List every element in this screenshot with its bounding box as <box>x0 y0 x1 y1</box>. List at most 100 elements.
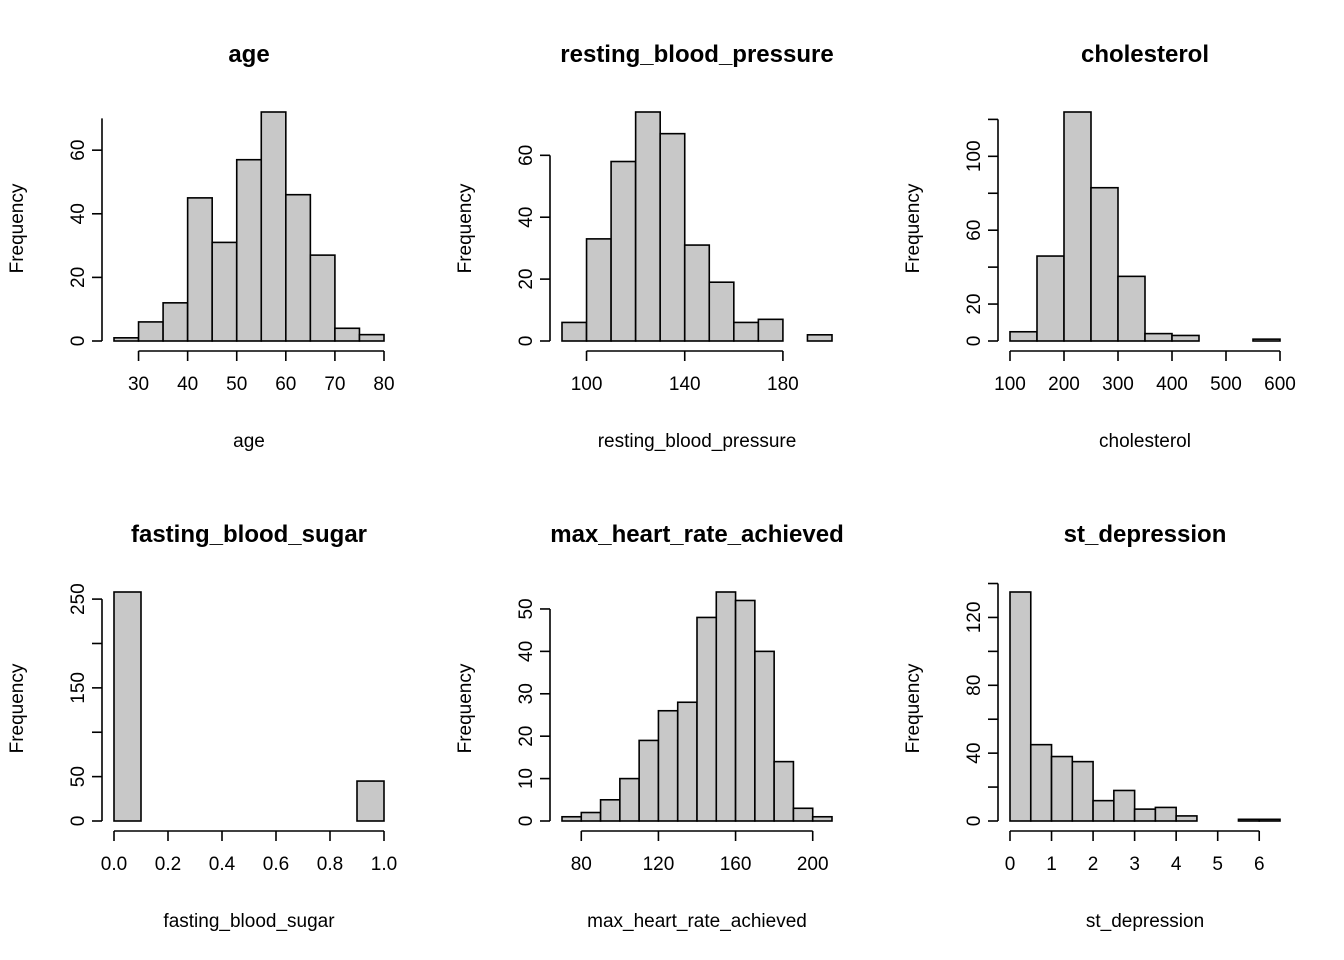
y-tick-label: 40 <box>68 203 89 224</box>
histogram-bar <box>1117 275 1146 342</box>
y-tick-label: 60 <box>964 220 985 241</box>
histogram-bar <box>561 321 588 342</box>
chart-title: max_heart_rate_achieved <box>550 521 844 548</box>
histogram-bar <box>757 318 784 342</box>
histogram-bar <box>585 238 612 342</box>
histogram-bar <box>113 337 140 342</box>
x-tick-label: 200 <box>797 854 829 875</box>
histogram-bar <box>733 321 760 342</box>
histogram-bar <box>356 780 385 822</box>
histogram-panel-3: cholesterol 100 200 300 400 500 600 0 20 60 100 cho… <box>903 41 1296 452</box>
histogram-bar <box>683 244 711 342</box>
y-tick-label: 20 <box>516 269 537 290</box>
x-tick-label: 70 <box>324 374 345 395</box>
x-tick-label: 0.8 <box>317 854 343 875</box>
histogram-bar <box>634 111 661 342</box>
x-tick-label: 500 <box>1210 374 1242 395</box>
y-tick-label: 120 <box>964 602 985 634</box>
histogram-bar <box>773 760 795 822</box>
x-tick-label: 1 <box>1046 854 1057 875</box>
histogram-bar <box>1071 760 1094 822</box>
x-tick-label: 0.4 <box>209 854 236 875</box>
y-axis-label: Frequency <box>903 183 924 273</box>
x-axis-label: fasting_blood_sugar <box>163 911 335 932</box>
y-axis-label: Frequency <box>7 183 28 273</box>
x-tick-label: 2 <box>1088 854 1099 875</box>
y-axis-label: Frequency <box>7 663 28 753</box>
y-tick-label: 10 <box>516 768 537 789</box>
x-tick-label: 40 <box>177 374 198 395</box>
histogram-bar <box>211 241 238 342</box>
x-tick-label: 0.2 <box>155 854 181 875</box>
histogram-bar <box>659 132 686 342</box>
x-tick-label: 0.0 <box>101 854 127 875</box>
x-tick-label: 400 <box>1156 374 1188 395</box>
y-tick-label: 0 <box>964 336 985 347</box>
chart-title: cholesterol <box>1081 41 1209 68</box>
histogram-bar <box>1092 799 1115 822</box>
histogram-bar <box>1237 818 1261 822</box>
histogram-bar <box>285 193 312 342</box>
x-axis-label: cholesterol <box>1099 431 1191 452</box>
y-tick-label: 40 <box>516 641 537 662</box>
histogram-bar <box>619 777 640 822</box>
histogram-bar <box>162 302 189 342</box>
histogram-panel-5: max_heart_rate_achieved 80 120 160 200 0 10 20 3… <box>455 521 844 932</box>
x-axis-label: st_depression <box>1086 911 1204 932</box>
histogram-bar <box>1144 332 1173 342</box>
histogram-bar <box>1175 815 1198 822</box>
x-tick-label: 80 <box>571 854 592 875</box>
histogram-bar <box>792 807 814 822</box>
histogram-bar <box>811 815 833 822</box>
y-tick-label: 250 <box>68 583 89 615</box>
x-tick-label: 0.6 <box>263 854 289 875</box>
histogram-bar <box>754 650 775 822</box>
y-tick-label: 50 <box>516 598 537 619</box>
histogram-bar <box>715 591 737 822</box>
histogram-bar <box>1009 330 1038 342</box>
x-tick-label: 6 <box>1254 854 1265 875</box>
histogram-bar <box>676 701 698 822</box>
x-tick-label: 180 <box>767 374 799 395</box>
y-tick-label: 20 <box>68 267 89 288</box>
histogram-bar <box>638 739 660 822</box>
y-axis-label: Frequency <box>455 183 476 273</box>
x-tick-label: 140 <box>669 374 701 395</box>
histogram-panel-6: st_depression 0 1 2 3 4 5 6 0 40 80 120 st_depressio… <box>903 521 1281 932</box>
y-axis-label: Frequency <box>903 663 924 753</box>
histogram-bar <box>1133 808 1157 822</box>
histogram-bar <box>235 158 263 342</box>
y-tick-label: 150 <box>68 672 89 704</box>
chart-title: resting_blood_pressure <box>560 41 833 68</box>
x-tick-label: 50 <box>226 374 247 395</box>
histogram-bar <box>1050 755 1074 822</box>
y-tick-label: 80 <box>964 675 985 696</box>
chart-title: fasting_blood_sugar <box>131 521 367 548</box>
histogram-panel-2: resting_blood_pressure 100 140 180 0 20 40 60 re… <box>455 41 834 452</box>
x-axis-label: age <box>233 431 265 452</box>
histogram-bar <box>1113 789 1136 822</box>
histogram-bar <box>599 798 621 822</box>
x-tick-label: 4 <box>1171 854 1182 875</box>
histogram-bar <box>610 160 637 342</box>
y-tick-label: 0 <box>964 816 985 827</box>
y-tick-label: 40 <box>964 743 985 764</box>
histogram-bar <box>186 197 213 342</box>
histogram-bar <box>580 811 602 822</box>
histogram-bar <box>1258 818 1281 822</box>
histogram-bar <box>358 333 385 342</box>
x-tick-label: 100 <box>571 374 603 395</box>
y-tick-label: 20 <box>516 726 537 747</box>
y-tick-label: 60 <box>68 140 89 161</box>
x-tick-label: 1.0 <box>371 854 397 875</box>
histogram-bar <box>1029 743 1053 822</box>
histogram-bar <box>806 334 833 342</box>
x-axis-label: max_heart_rate_achieved <box>587 911 807 932</box>
x-tick-label: 300 <box>1102 374 1134 395</box>
y-tick-label: 60 <box>516 145 537 166</box>
x-axis-label: resting_blood_pressure <box>598 431 797 452</box>
x-tick-label: 120 <box>643 854 675 875</box>
histogram-bar <box>1036 255 1065 342</box>
histogram-bar <box>1154 806 1177 822</box>
